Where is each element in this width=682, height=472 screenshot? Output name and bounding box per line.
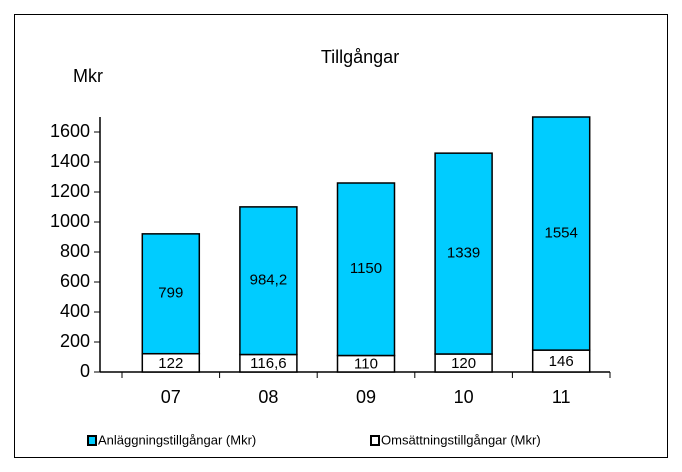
- y-tick-label: 1200: [50, 181, 90, 201]
- data-label: 122: [158, 355, 183, 372]
- x-tick-label: 07: [161, 387, 181, 407]
- data-label: 799: [158, 285, 183, 302]
- bar-segment: [531, 116, 591, 351]
- chart-title: Tillgångar: [321, 47, 399, 67]
- bar-segment: [239, 206, 298, 356]
- data-label: 1150: [350, 260, 382, 277]
- x-tick-label: 10: [454, 387, 474, 407]
- data-label: 146: [549, 353, 574, 370]
- data-label: 120: [451, 355, 476, 372]
- bar-segment: [336, 182, 396, 357]
- data-label: 984,2: [250, 272, 288, 289]
- data-label: 1339: [447, 245, 480, 262]
- x-tick-label: 08: [258, 387, 278, 407]
- legend-swatch: [87, 435, 97, 446]
- bar-segment: [434, 152, 493, 355]
- y-tick-label: 800: [60, 241, 90, 261]
- data-label: 116,6: [250, 355, 286, 372]
- y-tick-label: 0: [80, 361, 90, 381]
- legend-label: Anläggningstillgångar (Mkr): [98, 432, 256, 447]
- x-tick-label: 11: [552, 387, 571, 407]
- y-tick-label: 400: [60, 301, 90, 321]
- legend-swatch: [370, 435, 380, 446]
- data-label: 1554: [545, 225, 578, 242]
- x-tick-label: 09: [356, 387, 376, 407]
- legend-label: Omsättningstillgångar (Mkr): [381, 432, 541, 447]
- y-tick-label: 1000: [50, 211, 90, 231]
- y-axis-label: Mkr: [73, 66, 103, 86]
- y-tick-label: 1600: [50, 121, 90, 141]
- data-label: 110: [354, 356, 378, 373]
- y-tick-label: 200: [60, 331, 90, 351]
- y-tick-label: 600: [60, 271, 90, 291]
- y-tick-label: 1400: [50, 151, 90, 171]
- bar-segment: [141, 233, 201, 355]
